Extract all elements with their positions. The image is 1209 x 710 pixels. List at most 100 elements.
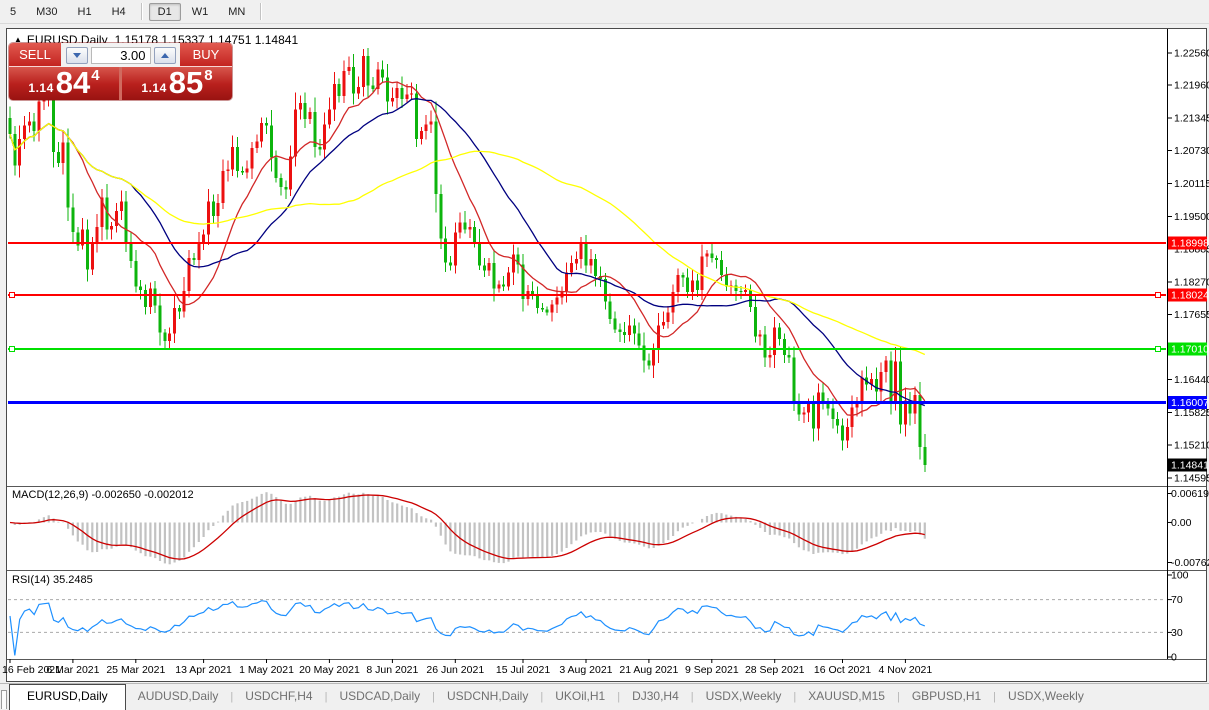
candle-body: [32, 121, 36, 131]
sell-price-display[interactable]: 1.14 84 4: [9, 67, 119, 100]
candle-body: [81, 229, 85, 246]
price-badge-label: 1.17010: [1171, 344, 1209, 356]
buy-button[interactable]: BUY: [180, 43, 232, 67]
candle-body: [661, 321, 665, 326]
macd-axis-label: 0.00: [1171, 517, 1192, 529]
candle-body: [642, 345, 646, 361]
candle-body: [700, 256, 704, 290]
date-label: 28 Sep 2021: [745, 664, 805, 676]
tab-separator: |: [896, 691, 900, 703]
candle-body: [163, 332, 167, 342]
chart-tab-ukoil-h1[interactable]: UKOil,H1: [555, 689, 606, 703]
volume-decrease-button[interactable]: [65, 46, 88, 64]
price-badge-label: 1.14841: [1171, 459, 1209, 471]
candle-body: [395, 88, 399, 98]
candle-body: [284, 186, 288, 190]
line-anchor[interactable]: [1154, 346, 1162, 353]
candle-body: [739, 291, 743, 293]
chart-tab-gbpusd-h1[interactable]: GBPUSD,H1: [911, 689, 982, 703]
candle-body: [482, 265, 486, 271]
date-label: 9 Sep 2021: [685, 664, 739, 676]
candle-body: [860, 377, 864, 403]
candle-body: [110, 225, 114, 230]
line-anchor[interactable]: [1154, 291, 1162, 299]
candle-body: [439, 193, 443, 239]
candle-body: [221, 170, 225, 203]
timeframe-button-5[interactable]: 5: [10, 5, 17, 18]
volume-input[interactable]: [90, 46, 151, 64]
collapse-triangle-icon[interactable]: ▲: [14, 35, 22, 44]
candle-body: [352, 66, 356, 94]
chart-tab-usdchf-h4[interactable]: USDCHF,H4: [245, 689, 313, 703]
candle-body: [773, 327, 777, 355]
chart-tab-usdx-weekly[interactable]: USDX,Weekly: [705, 689, 782, 703]
candle-body: [347, 66, 351, 72]
chart-tab-usdx-weekly[interactable]: USDX,Weekly: [1008, 689, 1084, 703]
chart-tab-usdcnh-daily[interactable]: USDCNH,Daily: [446, 689, 529, 703]
chart-tab-eurusd-daily[interactable]: EURUSD,Daily: [9, 684, 126, 710]
candle-body: [279, 177, 283, 187]
candle-body: [250, 148, 254, 169]
ma-line-60[interactable]: [9, 122, 926, 356]
candle-body: [811, 403, 815, 429]
line-anchor[interactable]: [8, 346, 16, 353]
date-label: 20 May 2021: [299, 664, 360, 676]
candle-body: [671, 292, 675, 313]
candle-body: [710, 253, 714, 258]
candle-body: [289, 156, 293, 190]
candle-body: [18, 138, 22, 166]
candle-body: [144, 289, 147, 307]
rsi-panel: RSI(14) 35.2485 100 70 30 0: [8, 570, 1189, 664]
candle-body: [720, 260, 723, 275]
line-anchor[interactable]: [8, 291, 16, 299]
candle-body: [686, 277, 690, 292]
timeframe-button-m30[interactable]: M30: [36, 5, 58, 18]
timeframe-button-mn[interactable]: MN: [228, 5, 246, 18]
chart-tab-usdcad-daily[interactable]: USDCAD,Daily: [339, 689, 421, 703]
candle-body: [884, 360, 888, 373]
candle-body: [468, 227, 472, 230]
ma-line-12[interactable]: [9, 80, 926, 416]
candle-body: [303, 103, 307, 120]
ma-line-26[interactable]: [9, 98, 926, 407]
sell-button[interactable]: SELL: [9, 43, 61, 67]
price-badge: [1168, 396, 1207, 410]
price-badge-label: 1.16007: [1171, 397, 1209, 409]
candle-body: [265, 122, 268, 126]
timeframe-button-w1[interactable]: W1: [191, 5, 209, 18]
candle-body: [845, 427, 849, 441]
buy-price-big: 85: [168, 65, 204, 100]
candle-body: [95, 227, 99, 245]
candle-body: [453, 232, 457, 266]
chart-tab-xauusd-m15[interactable]: XAUUSD,M15: [808, 689, 885, 703]
candle-body: [821, 392, 825, 405]
candle-body: [148, 288, 152, 307]
candle-body: [134, 261, 138, 287]
date-label: 13 Apr 2021: [175, 664, 232, 676]
chart-tab-audusd-daily[interactable]: AUDUSD,Daily: [137, 689, 219, 703]
candle-body: [100, 197, 104, 227]
buy-price-display[interactable]: 1.14 85 8: [122, 67, 232, 100]
timeframe-button-h4[interactable]: H4: [111, 5, 126, 18]
price-axis-label: 1.19500: [1174, 211, 1209, 223]
candle-body: [569, 263, 573, 273]
candle-body: [511, 254, 515, 273]
volume-increase-button[interactable]: [153, 46, 176, 64]
timeframe-button-d1[interactable]: D1: [148, 2, 181, 21]
axes-layer: 1.22560 1.21960 1.21345 1.20730 1.20115 1.195…: [7, 29, 1209, 660]
candle-body: [308, 112, 312, 120]
price-badge: [1168, 236, 1207, 250]
candle-body: [507, 272, 510, 287]
candle-body: [274, 157, 278, 178]
price-axis-label: 1.16440: [1174, 374, 1209, 386]
candle-body: [632, 325, 636, 334]
candle-body: [298, 103, 302, 110]
candle-body: [168, 333, 172, 342]
timeframe-button-h1[interactable]: H1: [77, 5, 92, 18]
timeframe-toolbar: 5 M30 H1 H4 D1 W1 MN: [0, 0, 1209, 24]
candle-body: [608, 301, 612, 319]
date-label: 6 Mar 2021: [46, 664, 99, 676]
chart-tab-dj30-h4[interactable]: DJ30,H4: [632, 689, 679, 703]
